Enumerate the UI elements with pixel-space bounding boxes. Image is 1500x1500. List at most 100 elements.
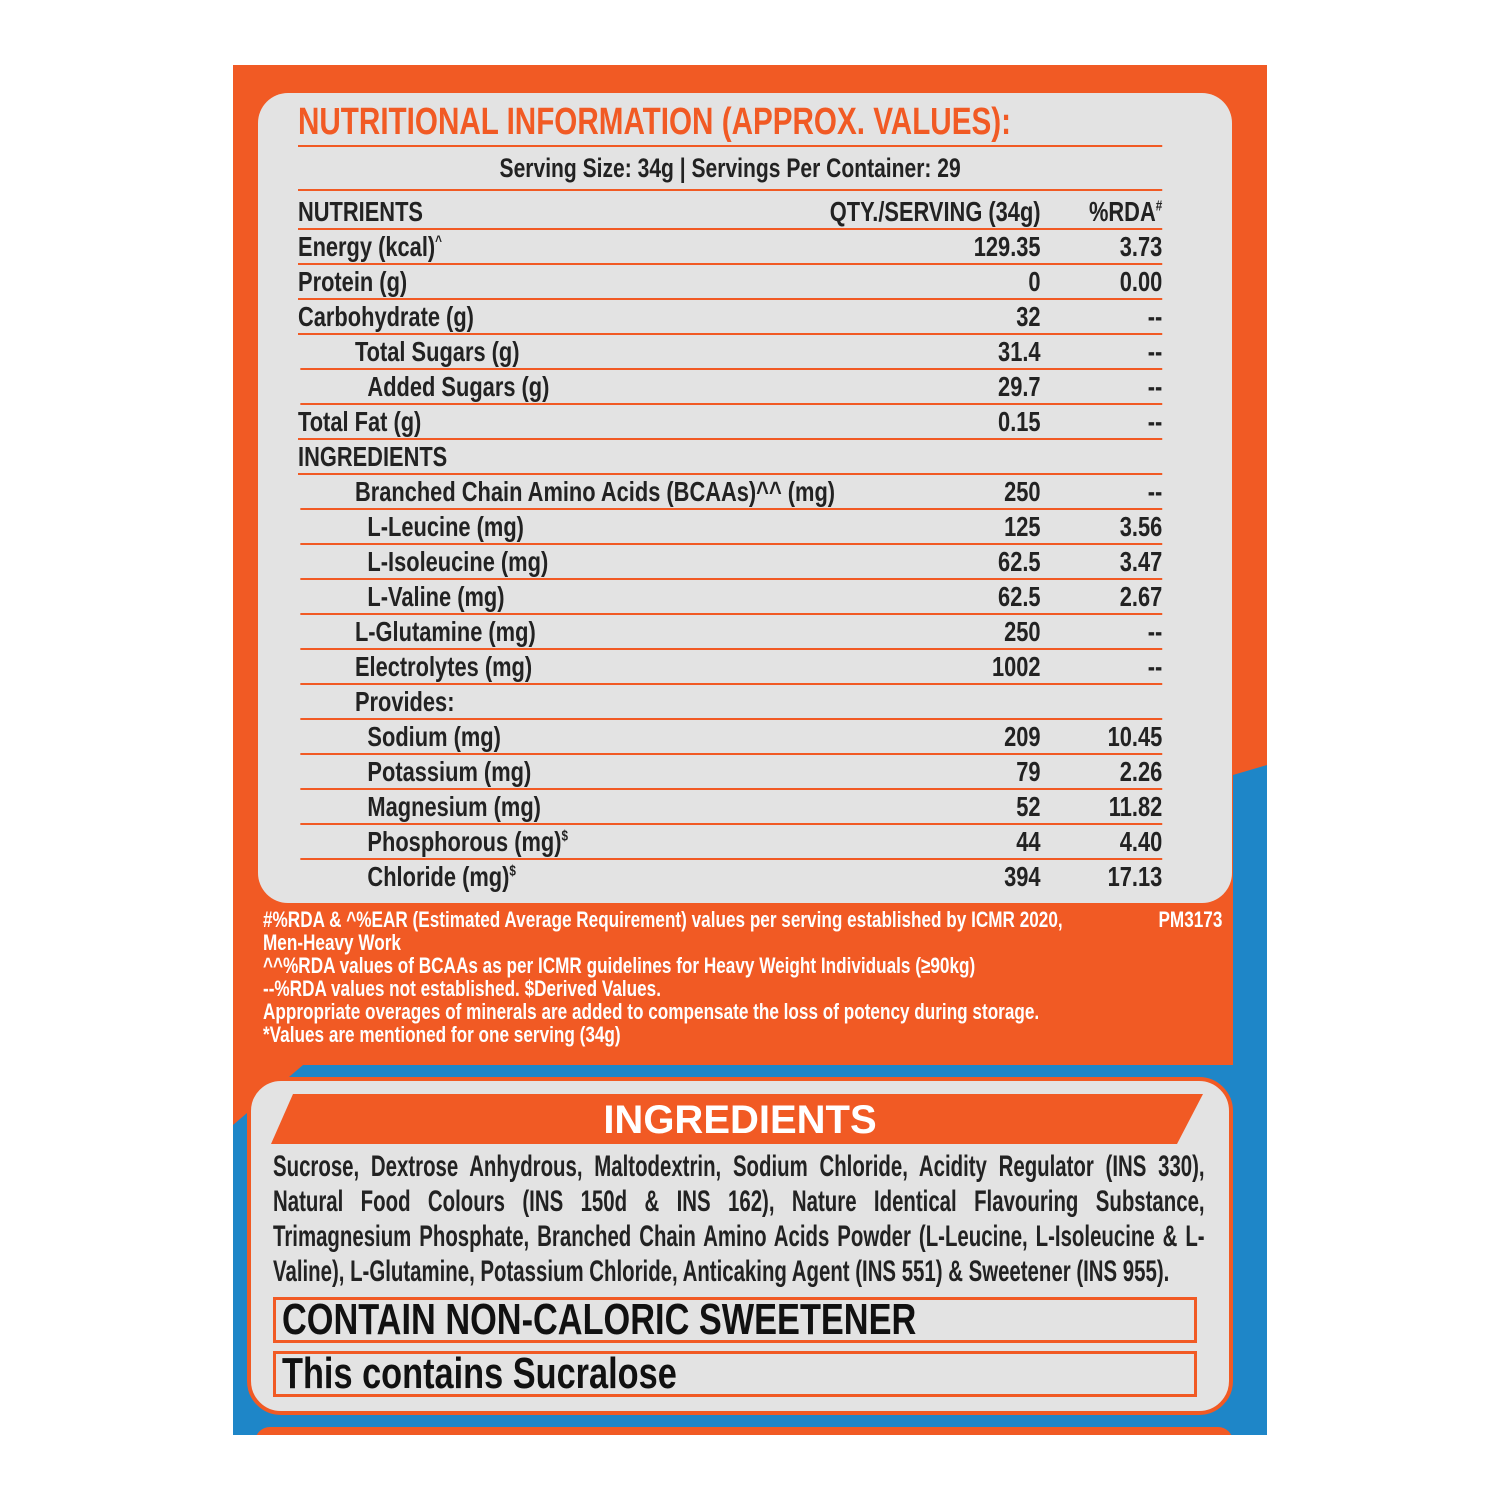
nutrient-label: Added Sugars (g): [367, 371, 550, 402]
nutrient-label: Sodium (mg): [367, 721, 501, 752]
nutrient-qty: 209: [1004, 721, 1041, 752]
header-nutrients: NUTRIENTS: [298, 196, 423, 227]
table-row: Sodium (mg) 209 10.45: [300, 720, 1163, 755]
nutrient-name: Branched Chain Amino Acids (BCAAs)^^ (mg…: [300, 475, 884, 508]
nutrient-sup: ^: [435, 232, 443, 250]
ingredients-title: INGREDIENTS: [603, 1098, 877, 1142]
nutrient-qty: 1002: [991, 651, 1041, 682]
table-row: L-Isoleucine (mg) 62.5 3.47: [300, 545, 1163, 580]
nutrient-qty: [885, 440, 1041, 473]
footnote: #%RDA & ^%EAR (Estimated Average Require…: [263, 907, 1063, 932]
header-rda-text: %RDA: [1088, 196, 1156, 227]
table-row: Carbohydrate (g) 32 --: [298, 300, 1163, 335]
table-row: INGREDIENTS: [298, 440, 1163, 475]
header-rda-sup: #: [1155, 197, 1163, 215]
table-row: L-Valine (mg) 62.5 2.67: [300, 580, 1163, 615]
nutrient-rda: 3.73: [1119, 231, 1163, 262]
table-row: Magnesium (mg) 52 11.82: [300, 790, 1163, 825]
nutrient-name: Carbohydrate (g): [298, 300, 885, 333]
nutrient-qty: 0: [1028, 266, 1041, 297]
ingredients-text: Sucrose, Dextrose Anhydrous, Maltodextri…: [273, 1150, 1205, 1288]
nutrient-label: L-Leucine (mg): [367, 511, 524, 542]
table-row: Provides:: [300, 685, 1163, 720]
nutrient-rda: --: [1147, 336, 1163, 367]
nutrient-qty: 31.4: [998, 336, 1041, 367]
product-code: PM3173: [1158, 907, 1223, 932]
nutrient-qty: 250: [1004, 476, 1041, 507]
label-board: NUTRITIONAL INFORMATION (APPROX. VALUES)…: [233, 65, 1267, 1435]
footnote: Appropriate overages of minerals are add…: [263, 999, 1040, 1024]
table-row: Total Fat (g) 0.15 --: [298, 405, 1163, 440]
nutrient-name: L-Isoleucine (mg): [300, 545, 884, 578]
table-body: Energy (kcal)^ 129.35 3.73 Protein (g) 0 0.00…: [298, 230, 1163, 893]
nutrient-name: Added Sugars (g): [300, 370, 884, 403]
nutrient-rda: --: [1147, 476, 1163, 507]
nutrient-label: Total Sugars (g): [354, 336, 520, 367]
table-row: L-Leucine (mg) 125 3.56: [300, 510, 1163, 545]
nutrient-name: Magnesium (mg): [300, 790, 884, 823]
table-row: Added Sugars (g) 29.7 --: [300, 370, 1163, 405]
nutrient-qty: 29.7: [998, 371, 1041, 402]
nutrient-rda: 3.47: [1119, 546, 1163, 577]
nutrient-name: Total Fat (g): [298, 405, 885, 438]
nutrition-panel: NUTRITIONAL INFORMATION (APPROX. VALUES)…: [258, 93, 1232, 903]
nutrient-name: Protein (g): [298, 265, 885, 298]
nutrient-label: L-Isoleucine (mg): [367, 546, 549, 577]
nutrient-qty: 125: [1004, 511, 1041, 542]
nutrient-name: Total Sugars (g): [300, 335, 884, 368]
nutrient-name: INGREDIENTS: [298, 440, 885, 473]
nutrient-rda: 2.26: [1119, 756, 1163, 787]
nutrient-label: Chloride (mg): [367, 861, 510, 892]
sucralose-box: This contains Sucralose: [273, 1351, 1197, 1397]
nutrient-rda: 11.82: [1108, 791, 1163, 822]
sweetener-warning-box: CONTAIN NON-CALORIC SWEETENER: [273, 1297, 1197, 1343]
nutrient-rda: 4.40: [1119, 826, 1163, 857]
footnotes: #%RDA & ^%EAR (Estimated Average Require…: [263, 908, 1222, 1046]
nutrient-name: Sodium (mg): [300, 720, 884, 753]
table-row: Chloride (mg)$ 394 17.13: [300, 860, 1162, 893]
nutrient-qty: 250: [1004, 616, 1041, 647]
nutrient-rda: --: [1147, 301, 1163, 332]
nutrient-name: L-Glutamine (mg): [300, 615, 884, 648]
nutrient-name: L-Leucine (mg): [300, 510, 884, 543]
nutrient-rda: 17.13: [1107, 861, 1163, 892]
nutrient-rda: 2.67: [1119, 581, 1163, 612]
table-row: Energy (kcal)^ 129.35 3.73: [298, 230, 1163, 265]
table-row: Branched Chain Amino Acids (BCAAs)^^ (mg…: [300, 475, 1163, 510]
ingredients-panel: INGREDIENTS Sucrose, Dextrose Anhydrous,…: [247, 1077, 1233, 1415]
nutrition-title: NUTRITIONAL INFORMATION (APPROX. VALUES)…: [298, 101, 1011, 143]
serving-info: Serving Size: 34g | Servings Per Contain…: [298, 145, 1163, 191]
nutrition-table: Serving Size: 34g | Servings Per Contain…: [298, 145, 1163, 893]
nutrient-qty: 44: [1016, 826, 1041, 857]
nutrient-rda: --: [1147, 651, 1163, 682]
nutrient-name: Energy (kcal)^: [298, 230, 885, 263]
table-row: Potassium (mg) 79 2.26: [300, 755, 1163, 790]
nutrient-label: Energy (kcal): [298, 231, 436, 262]
table-row: Electrolytes (mg) 1002 --: [300, 650, 1163, 685]
ingredients-body: Sucrose, Dextrose Anhydrous, Maltodextri…: [273, 1149, 1207, 1397]
nutrient-qty: 129.35: [973, 231, 1041, 262]
nutrient-qty: [885, 685, 1041, 718]
table-row: L-Glutamine (mg) 250 --: [300, 615, 1163, 650]
nutrient-label: INGREDIENTS: [298, 441, 448, 472]
footnote: ^^%RDA values of BCAAs as per ICMR guide…: [263, 953, 976, 978]
nutrient-sup: $: [509, 862, 516, 880]
nutrient-sup: $: [561, 827, 569, 845]
nutrient-label: L-Valine (mg): [367, 581, 505, 612]
nutrient-rda: --: [1147, 406, 1163, 437]
nutrient-rda: --: [1147, 371, 1163, 402]
nutrient-qty: 79: [1016, 756, 1041, 787]
next-panel-edge: [255, 1427, 1233, 1435]
nutrient-label: Total Fat (g): [298, 406, 422, 437]
nutrient-label: L-Glutamine (mg): [354, 616, 536, 647]
table-row: Phosphorous (mg)$ 44 4.40: [300, 825, 1163, 860]
footnote: Men-Heavy Work: [263, 930, 401, 955]
nutrient-rda: [1041, 685, 1163, 718]
nutrient-rda: [1041, 440, 1163, 473]
table-row: Protein (g) 0 0.00: [298, 265, 1163, 300]
nutrient-name: L-Valine (mg): [300, 580, 884, 613]
footnote: --%RDA values not established. $Derived …: [263, 976, 661, 1001]
header-qty: QTY./SERVING (34g): [829, 196, 1041, 227]
nutrient-qty: 0.15: [998, 406, 1041, 437]
nutrient-rda: 3.56: [1119, 511, 1163, 542]
